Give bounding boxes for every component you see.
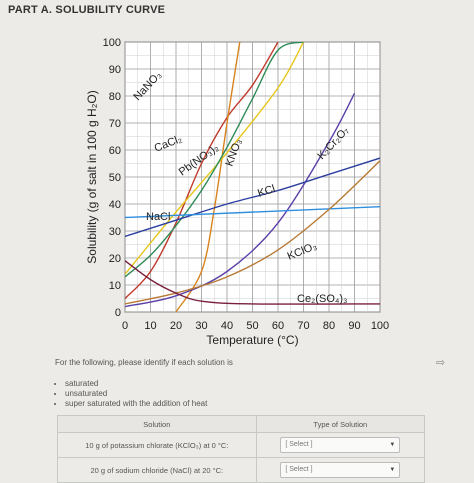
chevron-down-icon: ▼: [389, 467, 396, 473]
instructions: For the following, please identify if ea…: [55, 358, 455, 409]
table-row: 20 g of sodium chloride (NaCl) at 20 °C:…: [57, 457, 426, 483]
y-tick-label: 70: [109, 118, 121, 130]
x-tick-label: 90: [348, 320, 360, 332]
answer-table: Solution Type of Solution 10 g of potass…: [57, 415, 426, 483]
series-3-line: [125, 42, 304, 278]
y-tick-label: 50: [109, 172, 121, 184]
option-saturated: saturated: [65, 379, 455, 388]
select-label: [ Select ]: [285, 441, 313, 448]
y-tick-label: 40: [109, 199, 121, 211]
series-4-line: [125, 92, 356, 308]
y-tick-label: 0: [115, 307, 121, 319]
chevron-down-icon: ▼: [389, 442, 396, 448]
solution-cell: 10 g of potassium chlorate (KClO₃) at 0 …: [57, 432, 257, 458]
y-tick-label: 100: [103, 37, 121, 49]
table-row: 10 g of potassium chlorate (KClO₃) at 0 …: [57, 432, 426, 458]
select-label: [ Select ]: [285, 466, 313, 473]
option-list: saturated unsaturated super saturated wi…: [55, 379, 455, 408]
option-unsaturated: unsaturated: [65, 389, 455, 398]
y-tick-label: 60: [109, 145, 121, 157]
table-header-row: Solution Type of Solution: [57, 415, 426, 433]
x-tick-label: 70: [297, 320, 309, 332]
x-tick-label: 40: [221, 320, 233, 332]
type-cell: [ Select ] ▼: [255, 432, 426, 458]
x-tick-label: 80: [323, 320, 335, 332]
page-title: PART A. SOLUBILITY CURVE: [8, 4, 166, 16]
x-tick-label: 10: [144, 320, 156, 332]
instructions-text: For the following, please identify if ea…: [55, 358, 233, 367]
y-tick-label: 80: [109, 91, 121, 103]
series-6-line: [125, 206, 380, 219]
y-axis-label: Solubility (g of salt in 100 g H₂O): [85, 90, 99, 263]
curve-label-5: KCl: [256, 183, 277, 200]
x-tick-label: 0: [122, 320, 128, 332]
y-tick-label: 20: [109, 253, 121, 265]
x-tick-label: 50: [246, 320, 258, 332]
type-cell: [ Select ] ▼: [255, 457, 426, 483]
header-type: Type of Solution: [255, 415, 426, 433]
series-8-line: [125, 260, 380, 305]
series-7-line: [125, 160, 380, 305]
x-tick-label: 100: [371, 320, 389, 332]
series-0-line: [125, 42, 279, 299]
series-1-line: [175, 42, 241, 312]
cursor-icon: ⇨: [436, 357, 446, 369]
option-supersaturated: super saturated with the addition of hea…: [65, 399, 455, 408]
x-tick-label: 20: [170, 320, 182, 332]
solution-cell: 20 g of sodium chloride (NaCl) at 20 °C:: [57, 457, 257, 483]
y-tick-label: 10: [109, 280, 121, 292]
type-select-2[interactable]: [ Select ] ▼: [280, 462, 401, 478]
x-tick-label: 30: [195, 320, 207, 332]
y-tick-label: 90: [109, 64, 121, 76]
y-tick-label: 30: [109, 226, 121, 238]
series-2-line: [125, 42, 305, 275]
solubility-chart: 0 10 20 30 40 50 60 70 80 90 100 0 10 20 30 40 50 60 70 80 9…: [85, 37, 389, 347]
series-5-line: [125, 157, 380, 238]
type-select-1[interactable]: [ Select ] ▼: [280, 437, 401, 453]
curve-label-8: Ce₂(SO₄)₃: [297, 293, 348, 305]
x-axis-label: Temperature (°C): [206, 333, 298, 347]
curve-label-6: NaCl: [146, 211, 170, 223]
x-tick-label: 60: [272, 320, 284, 332]
header-solution: Solution: [57, 415, 257, 433]
